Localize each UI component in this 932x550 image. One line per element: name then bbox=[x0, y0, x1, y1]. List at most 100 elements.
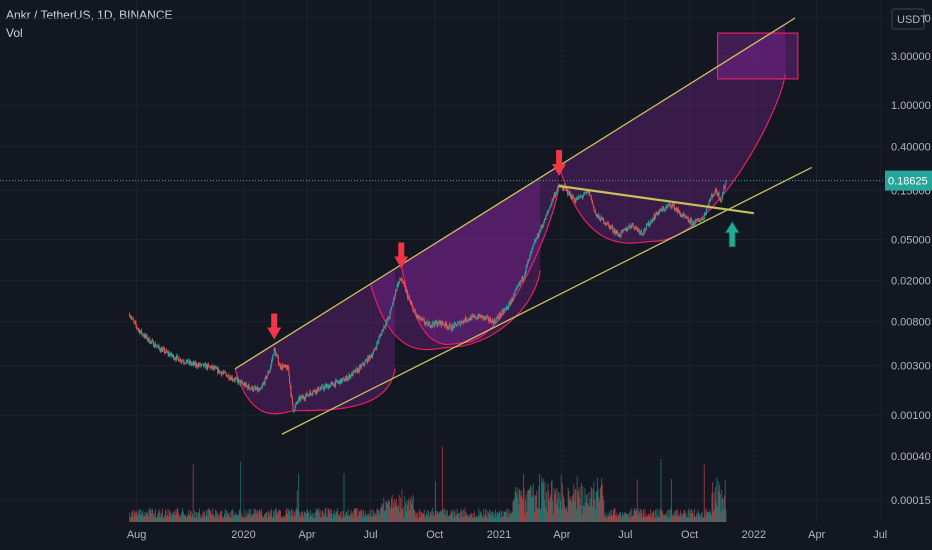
volume-bar bbox=[295, 509, 297, 522]
candle-body bbox=[478, 314, 480, 317]
candle-body bbox=[320, 388, 322, 390]
candle-body bbox=[332, 382, 334, 385]
volume-bar bbox=[556, 487, 558, 522]
volume-indicator-label[interactable]: Vol bbox=[6, 26, 23, 40]
volume-bar bbox=[533, 495, 535, 522]
volume-bar bbox=[150, 510, 152, 522]
candle-body bbox=[168, 353, 170, 355]
volume-bar bbox=[592, 489, 594, 522]
volume-bar bbox=[413, 509, 415, 522]
candle-body bbox=[384, 326, 386, 327]
volume-bar bbox=[296, 508, 298, 522]
candle-body bbox=[418, 317, 420, 319]
volume-bar bbox=[466, 512, 468, 522]
volume-bar bbox=[609, 510, 611, 522]
volume-bar bbox=[703, 517, 705, 522]
candle-body bbox=[611, 226, 613, 228]
volume-bar bbox=[428, 517, 430, 522]
candle-body bbox=[189, 361, 191, 364]
volume-bar bbox=[566, 507, 568, 522]
candle-body bbox=[129, 314, 131, 317]
candle-body bbox=[492, 319, 494, 322]
candle-body bbox=[518, 282, 520, 286]
candle-body bbox=[581, 196, 583, 198]
price-tick-label: 0.00040 bbox=[891, 451, 931, 463]
volume-bar bbox=[420, 511, 422, 522]
volume-bar bbox=[455, 514, 457, 522]
volume-bar bbox=[419, 516, 421, 522]
volume-bar bbox=[476, 516, 478, 522]
volume-bar bbox=[508, 516, 510, 522]
candle-body bbox=[467, 320, 469, 322]
candle-body bbox=[252, 386, 254, 391]
volume-bar bbox=[569, 497, 571, 522]
candle-body bbox=[681, 215, 683, 217]
candle-body bbox=[369, 355, 371, 357]
volume-bar bbox=[168, 509, 170, 522]
volume-bar bbox=[578, 489, 580, 522]
volume-bar bbox=[148, 508, 150, 522]
candle-body bbox=[139, 331, 141, 334]
candle-body bbox=[390, 309, 392, 312]
arc-curve bbox=[558, 74, 786, 244]
candle-body bbox=[673, 204, 675, 210]
candle-body bbox=[275, 354, 277, 356]
volume-bar bbox=[488, 509, 490, 522]
volume-bar bbox=[646, 516, 648, 522]
candle-body bbox=[291, 396, 293, 403]
candle-body bbox=[373, 348, 375, 352]
volume-bar bbox=[491, 512, 493, 522]
candle-body bbox=[199, 363, 201, 366]
volume-bar bbox=[435, 510, 437, 522]
volume-bar bbox=[634, 508, 636, 522]
volume-bar bbox=[216, 514, 218, 522]
time-tick-label: Aug bbox=[127, 529, 147, 541]
volume-bar bbox=[584, 488, 586, 522]
candle-body bbox=[650, 220, 652, 222]
candle-body bbox=[679, 211, 681, 214]
candle-body bbox=[378, 337, 380, 342]
volume-bar bbox=[550, 481, 552, 522]
candle-body bbox=[539, 230, 541, 236]
time-axis[interactable]: Aug 2020 Apr Jul Oct 2021 Apr Jul Oct 2022 Apr Jul bbox=[0, 522, 887, 550]
candle-body bbox=[684, 216, 686, 218]
candle-body bbox=[676, 210, 678, 213]
candle-body bbox=[640, 230, 642, 233]
volume-bar bbox=[596, 492, 598, 522]
candle-body bbox=[654, 215, 656, 219]
candle-body bbox=[653, 215, 655, 221]
volume-bar bbox=[552, 500, 554, 522]
volume-bar bbox=[217, 517, 219, 522]
candle-body bbox=[134, 321, 136, 323]
volume-bar bbox=[347, 516, 348, 522]
volume-bar bbox=[153, 517, 155, 522]
candle-body bbox=[524, 274, 526, 277]
volume-bar bbox=[408, 497, 410, 522]
candle-body bbox=[354, 370, 356, 373]
candle-body bbox=[382, 329, 384, 331]
candle-body bbox=[717, 192, 719, 196]
volume-bar bbox=[296, 490, 298, 522]
volume-bar bbox=[422, 512, 424, 522]
volume-bar bbox=[253, 508, 255, 522]
candle-body bbox=[254, 387, 256, 388]
volume-bar bbox=[721, 498, 723, 522]
candle-body bbox=[245, 383, 247, 386]
volume-bar bbox=[705, 508, 707, 522]
candle-body bbox=[717, 192, 719, 196]
price-axis[interactable]: 7.000003.000001.000000.400000.150000.050… bbox=[884, 0, 932, 550]
candle-body bbox=[563, 185, 565, 191]
volume-bar bbox=[669, 509, 671, 522]
volume-bar bbox=[514, 491, 516, 522]
candle-body bbox=[155, 346, 157, 348]
candle-body bbox=[610, 225, 612, 228]
volume-bar bbox=[205, 516, 207, 522]
volume-bar bbox=[208, 508, 210, 522]
volume-bar bbox=[421, 513, 423, 522]
candle-body bbox=[233, 379, 235, 381]
volume-bar bbox=[409, 510, 411, 522]
volume-bar bbox=[719, 494, 721, 522]
candle-body bbox=[254, 387, 256, 389]
volume-bar bbox=[429, 513, 431, 522]
